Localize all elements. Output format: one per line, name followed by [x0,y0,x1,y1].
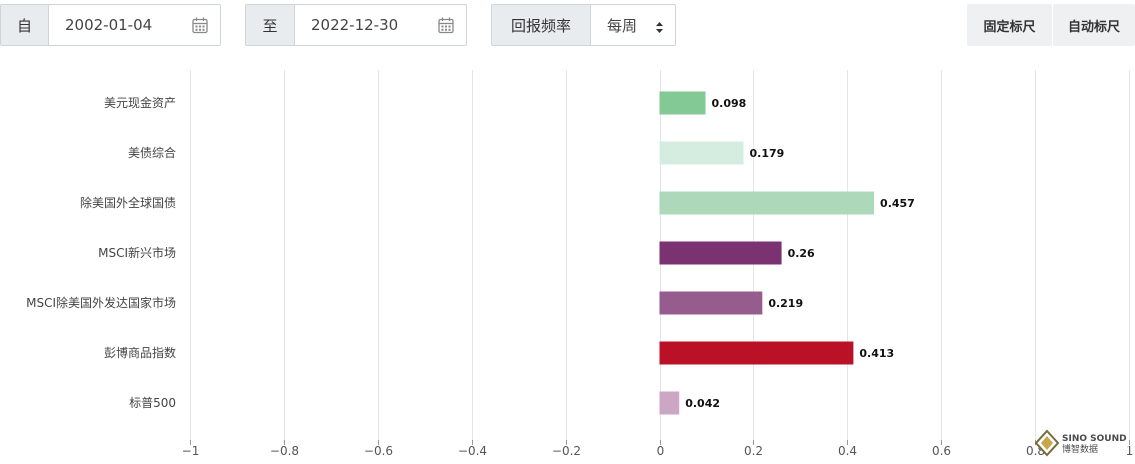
start-date-input[interactable]: 2002-01-04 [65,16,153,34]
svg-text:SINO SOUND: SINO SOUND [1062,434,1127,444]
data-label: 0.042 [685,397,720,410]
x-axis-ticks: −1 −0.8 −0.6 −0.4 −0.2 0 0.2 0.4 0.6 0.8 1 [182,440,1134,458]
x-tick-label: −0.4 [458,444,487,458]
x-tick-label: 0.2 [744,444,763,458]
data-label: 0.413 [859,347,894,360]
logo-icon [1034,429,1060,457]
bar-chart: 0.098 0.179 0.457 0.26 0.219 0.413 0.042 美元现金资… [26,70,1134,458]
gridlines [190,70,1130,440]
x-tick-label: 0.6 [932,444,951,458]
data-label: 0.179 [750,147,785,160]
watermark-logo: SINO SOUND 博智数据 [1034,426,1129,460]
x-tick-label: 0 [657,444,665,458]
data-label: 0.457 [880,197,915,210]
data-label: 0.219 [768,297,803,310]
svg-text:博智数据: 博智数据 [1062,443,1098,455]
category-label: 标普500 [129,396,176,410]
x-tick-label: −0.8 [270,444,299,458]
bar [659,391,680,415]
category-label: 美债综合 [128,145,176,160]
bar [659,291,763,315]
category-label: 美元现金资产 [104,95,176,110]
fixed-scale-button[interactable]: 固定标尺 [967,4,1052,46]
bar [659,191,875,215]
category-label: MSCI新兴市场 [98,245,176,260]
end-date-label: 至 [246,5,295,45]
bar [659,141,744,165]
x-tick-label: −0.2 [552,444,581,458]
category-label: 彭博商品指数 [104,345,176,360]
category-label: 除美国外全球国债 [80,195,176,210]
bar [659,241,782,265]
select-arrows-icon[interactable] [655,19,664,38]
end-date-field: 至 2022-12-30 [245,4,467,46]
bar [659,341,854,365]
start-date-field: 自 2002-01-04 [0,4,221,46]
calendar-icon[interactable] [192,17,208,34]
end-date-input[interactable]: 2022-12-30 [311,16,399,34]
bars: 0.098 0.179 0.457 0.26 0.219 0.413 0.042 [659,91,915,415]
start-date-label: 自 [1,5,49,45]
frequency-select[interactable]: 每周 [607,16,638,35]
x-tick-label: −0.6 [364,444,393,458]
category-label: MSCI除美国外发达国家市场 [26,295,176,310]
frequency-select-group: 回报频率 每周 [491,4,676,46]
x-tick-label: 0.4 [838,444,857,458]
data-label: 0.26 [788,247,815,260]
calendar-icon[interactable] [438,17,454,34]
x-tick-label: 1 [1126,444,1134,458]
bar [659,91,706,115]
frequency-label: 回报频率 [492,5,591,45]
x-tick-label: −1 [182,444,200,458]
auto-scale-button[interactable]: 自动标尺 [1053,4,1135,46]
data-label: 0.098 [712,97,747,110]
